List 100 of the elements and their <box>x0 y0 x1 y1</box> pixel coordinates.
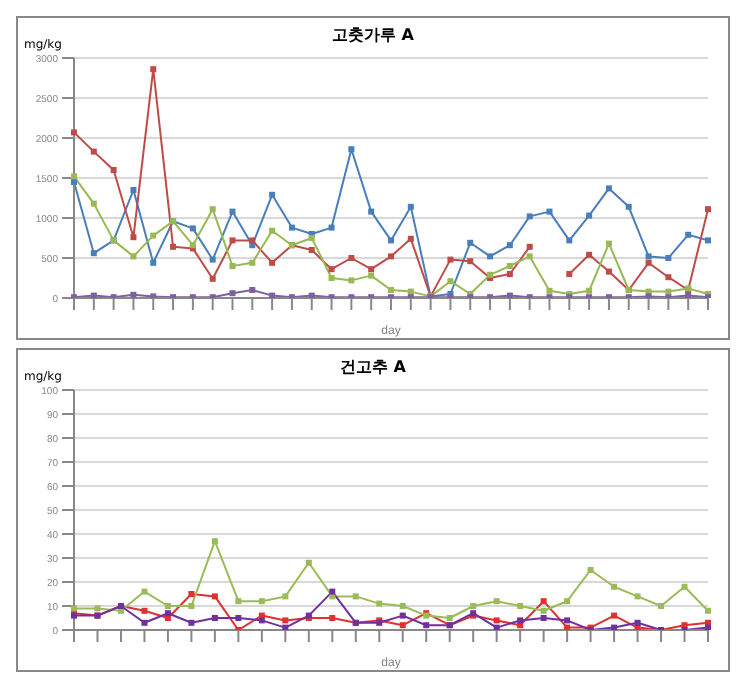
point <box>269 227 276 234</box>
point <box>328 224 335 231</box>
point <box>328 275 335 281</box>
point <box>388 237 394 244</box>
point <box>705 237 711 244</box>
point <box>150 259 157 266</box>
point <box>407 235 414 242</box>
point <box>586 212 593 219</box>
point <box>348 146 355 153</box>
point <box>150 232 157 239</box>
point <box>586 251 593 258</box>
point <box>493 617 500 624</box>
point <box>308 247 315 253</box>
point <box>634 593 641 600</box>
point <box>517 603 524 609</box>
point <box>71 179 77 185</box>
point <box>546 287 553 294</box>
point <box>150 66 157 73</box>
point <box>566 237 573 244</box>
point <box>605 240 612 247</box>
point <box>368 266 375 273</box>
point <box>229 237 236 244</box>
chart-title: 고춧가루 A <box>332 26 414 44</box>
point <box>399 612 406 619</box>
point <box>506 292 513 298</box>
point <box>305 559 312 566</box>
point <box>170 243 177 250</box>
point <box>282 617 289 624</box>
point <box>209 275 216 282</box>
point <box>189 225 196 232</box>
point <box>71 605 77 612</box>
chart-title: 건고추 A <box>340 358 406 376</box>
point <box>685 231 692 238</box>
point <box>447 278 454 285</box>
point <box>229 290 236 297</box>
point <box>110 167 117 173</box>
point <box>467 258 474 265</box>
point <box>564 598 571 605</box>
point <box>586 287 593 294</box>
point <box>130 187 137 193</box>
point <box>611 583 618 590</box>
point <box>407 203 414 210</box>
point <box>90 200 97 207</box>
point <box>164 610 171 617</box>
point <box>665 255 672 261</box>
point <box>493 598 500 605</box>
point <box>328 266 335 273</box>
point <box>645 259 652 266</box>
point <box>487 253 494 260</box>
point <box>211 593 218 600</box>
point <box>249 237 256 244</box>
point <box>209 256 216 263</box>
point <box>229 208 236 215</box>
point <box>399 622 406 629</box>
point <box>665 274 672 281</box>
point <box>211 615 218 621</box>
point <box>141 607 148 614</box>
point <box>611 612 618 619</box>
point <box>282 624 289 630</box>
point <box>681 583 688 590</box>
point <box>141 619 148 626</box>
point <box>329 615 336 621</box>
point <box>130 253 137 260</box>
point <box>130 291 137 298</box>
point <box>229 263 236 269</box>
point <box>368 208 375 215</box>
point <box>368 272 375 279</box>
point <box>188 591 195 597</box>
point <box>705 206 711 213</box>
point <box>71 173 77 180</box>
point <box>540 598 547 605</box>
point <box>235 615 242 621</box>
point <box>546 208 553 215</box>
point <box>188 603 195 609</box>
point <box>308 292 315 298</box>
point <box>517 617 524 624</box>
line-series <box>71 538 711 621</box>
point <box>423 622 430 629</box>
point <box>506 263 513 269</box>
point <box>288 224 295 231</box>
point <box>376 600 383 607</box>
point <box>188 619 195 626</box>
point <box>634 619 641 626</box>
point <box>493 624 500 630</box>
point <box>249 259 256 266</box>
point <box>685 292 692 298</box>
point <box>446 615 453 621</box>
point <box>526 213 533 220</box>
point <box>269 259 276 266</box>
point <box>90 250 97 257</box>
point <box>141 588 148 595</box>
point <box>611 624 618 630</box>
point <box>540 615 547 621</box>
point <box>564 617 571 624</box>
point <box>625 203 632 210</box>
point <box>705 624 711 630</box>
point <box>348 277 355 284</box>
point <box>71 129 77 136</box>
point <box>399 603 406 609</box>
point <box>705 607 711 614</box>
